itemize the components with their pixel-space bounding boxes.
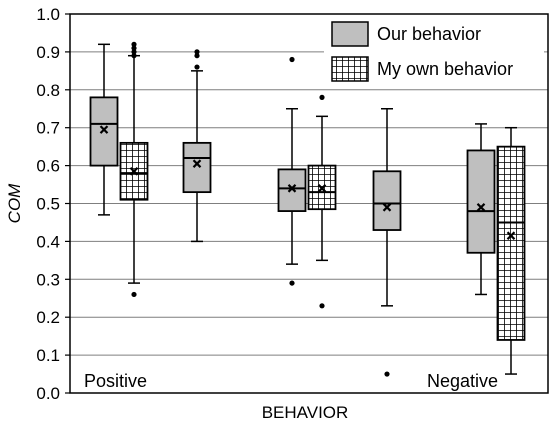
box-group: [496, 126, 526, 375]
box-group: [119, 41, 149, 298]
box-mean-marker: [476, 203, 486, 212]
legend-label-our-behavior: Our behavior: [377, 24, 481, 44]
y-tick-label: 0.7: [36, 119, 60, 138]
outlier-point: [131, 45, 137, 51]
box-iqr: [372, 170, 402, 231]
y-tick-label: 0.5: [36, 195, 60, 214]
box-group: [466, 123, 496, 296]
y-tick-label: 0.9: [36, 43, 60, 62]
y-tick-label: 0.8: [36, 81, 60, 100]
box-group: [307, 94, 337, 309]
box-mean-marker: [317, 184, 327, 193]
x-axis-label: BEHAVIOR: [262, 403, 349, 422]
box-iqr: [496, 145, 526, 341]
annotation-negative: Negative: [427, 371, 498, 391]
box-mean-marker: [382, 203, 392, 212]
legend-swatch-my-own-behavior: [331, 56, 369, 82]
boxes: [89, 41, 526, 377]
y-tick-label: 1.0: [36, 5, 60, 24]
annotation-positive: Positive: [84, 371, 147, 391]
y-tick-label: 0.0: [36, 384, 60, 403]
box-iqr: [466, 149, 496, 254]
outlier-point: [289, 280, 295, 286]
y-axis-ticks: 0.0 0.1 0.2 0.3 0.4 0.5 0.6 0.7 0.8 0.9 1.0: [36, 5, 70, 403]
outlier-point: [194, 53, 200, 59]
y-tick-label: 0.3: [36, 270, 60, 289]
y-axis-label: COM: [5, 183, 24, 224]
y-tick-label: 0.6: [36, 157, 60, 176]
plot-frame: [69, 13, 549, 394]
box-group: [277, 56, 307, 286]
outlier-point: [131, 49, 137, 55]
outlier-point: [131, 53, 137, 59]
outlier-point: [289, 56, 295, 63]
box-iqr: [277, 168, 307, 212]
legend-label-my-own-behavior: My own behavior: [377, 59, 513, 79]
outlier-point: [319, 94, 325, 100]
box-group: [372, 108, 402, 377]
y-tick-label: 0.1: [36, 346, 60, 365]
box-mean-marker: [192, 159, 202, 168]
outlier-point: [131, 41, 137, 47]
box-iqr: [182, 141, 212, 194]
outlier-point: [194, 49, 200, 55]
box-iqr: [89, 96, 119, 167]
y-tick-label: 0.2: [36, 308, 60, 327]
box-mean-marker: [129, 167, 139, 176]
y-tick-label: 0.4: [36, 232, 60, 251]
legend-swatch-our-behavior: [331, 21, 369, 47]
box-mean-marker: [506, 231, 516, 240]
outlier-point: [319, 303, 325, 309]
box-group: [89, 43, 119, 216]
legend: Our behavior My own behavior: [324, 18, 544, 88]
outlier-point: [194, 64, 200, 70]
outlier-point: [384, 371, 390, 377]
outlier-point: [131, 291, 137, 298]
box-group: [182, 49, 212, 243]
box-mean-marker: [99, 125, 109, 134]
box-mean-marker: [287, 184, 297, 193]
